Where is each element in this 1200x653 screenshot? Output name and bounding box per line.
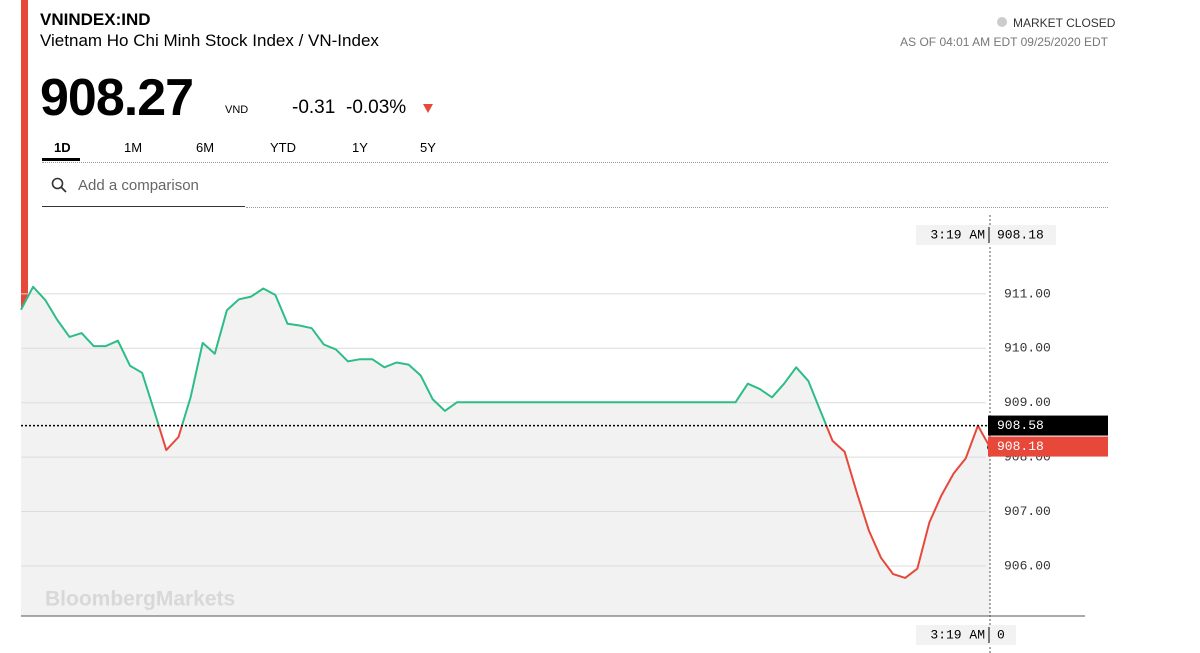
price: 908.27 <box>40 69 194 127</box>
symbol: VNINDEX:IND <box>40 10 151 29</box>
last-label: 908.18 <box>997 439 1044 454</box>
reference-label: 908.58 <box>997 418 1044 433</box>
down-arrow <box>423 104 433 113</box>
watermark: BloombergMarkets <box>45 588 235 611</box>
time-box <box>916 225 1056 245</box>
tab-divider <box>42 162 1108 163</box>
x-readout: 0 <box>997 627 1005 642</box>
change: -0.31 <box>292 97 336 118</box>
status-dot <box>997 17 1007 27</box>
y-tick-label: 909.00 <box>1004 395 1051 410</box>
active-tab-underline <box>42 158 80 161</box>
y-tick-label: 907.00 <box>1004 504 1051 519</box>
index-name: Vietnam Ho Chi Minh Stock Index / VN-Ind… <box>40 31 379 50</box>
crosshair-value: 908.18 <box>997 227 1044 242</box>
range-tab[interactable]: YTD <box>270 140 296 155</box>
comparison-input[interactable]: Add a comparison <box>78 177 199 194</box>
as-of: AS OF 04:01 AM EDT 09/25/2020 EDT <box>900 35 1108 49</box>
range-tab[interactable]: 1M <box>124 140 143 155</box>
range-tab[interactable]: 1Y <box>352 140 368 155</box>
y-tick-label: 911.00 <box>1004 286 1051 301</box>
currency: VND <box>225 104 249 116</box>
accent-bar <box>21 0 28 312</box>
range-tab[interactable]: 5Y <box>420 140 436 155</box>
range-tab[interactable]: 1D <box>54 140 71 155</box>
reference-box <box>988 415 1108 436</box>
search-icon <box>51 177 67 193</box>
input-underline <box>42 206 245 207</box>
price-line <box>20 285 991 579</box>
y-tick-label: 906.00 <box>1004 558 1051 573</box>
x-time: 3:19 AM <box>930 627 985 642</box>
change-percent: -0.03% <box>346 97 407 118</box>
crosshair-time: 3:19 AM <box>930 227 985 242</box>
market-status: MARKET CLOSED <box>1013 16 1116 30</box>
y-tick-label: 910.00 <box>1004 341 1051 356</box>
last-box <box>988 436 1108 457</box>
time-box-bottom <box>916 625 1016 645</box>
search-divider <box>246 207 1108 208</box>
area <box>21 286 990 616</box>
range-tab[interactable]: 6M <box>196 140 215 155</box>
